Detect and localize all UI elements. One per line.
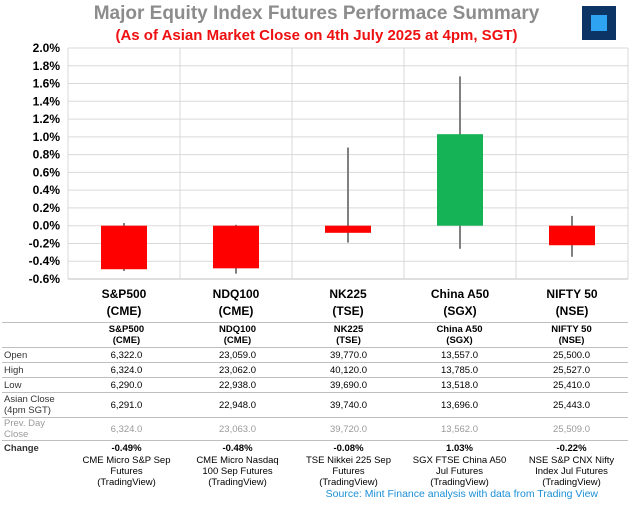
candle-body xyxy=(325,225,371,233)
x-tick-sublabel: (CME) xyxy=(107,304,142,318)
y-tick-label: 0.8% xyxy=(33,148,61,162)
table-row-prev-close: Prev. Day Close 6,324.0 23,063.0 39,720.0… xyxy=(2,417,628,441)
candle-body xyxy=(437,134,483,226)
brand-logo-icon xyxy=(582,6,616,40)
candlestick-chart: 2.0% 1.8% 1.6% 1.4% 1.2% 1.0% 0.8% 0.6% 0.4% 0.2%… xyxy=(29,41,629,318)
table-header-row: S&P500 (CME) NDQ100 (CME) NK225 (TSE) China… xyxy=(2,322,628,348)
x-tick-label: NK225 xyxy=(329,287,367,301)
y-tick-label: 1.4% xyxy=(33,94,61,108)
y-tick-label: 2.0% xyxy=(33,41,61,55)
y-tick-label: -0.4% xyxy=(29,254,61,268)
table-header-cell: NDQ100 (CME) xyxy=(182,322,293,348)
chart-subtitle: (As of Asian Market Close on 4th July 20… xyxy=(115,27,518,44)
data-table: S&P500 (CME) NDQ100 (CME) NK225 (TSE) China… xyxy=(2,322,628,489)
y-tick-label: -0.6% xyxy=(29,272,61,286)
x-tick-sublabel: (NSE) xyxy=(556,304,589,318)
candle-body xyxy=(549,225,595,246)
table-header-cell: China A50 (SGX) xyxy=(404,322,515,348)
x-tick-label: S&P500 xyxy=(102,287,147,301)
y-tick-label: 0.2% xyxy=(33,201,61,215)
table-header-cell: NK225 (TSE) xyxy=(293,322,404,348)
x-tick-label: NIFTY 50 xyxy=(546,287,597,301)
table-row-high: High 6,324.0 23,062.0 40,120.0 13,785.0 25… xyxy=(2,362,628,378)
y-tick-label: 1.2% xyxy=(33,112,61,126)
table-row-change: Change -0.49% -0.48% -0.08% 1.03% -0.22% xyxy=(2,440,628,455)
source-note: Source: Mint Finance analysis with data … xyxy=(325,488,598,500)
y-tick-label: 1.6% xyxy=(33,77,61,91)
candle-body xyxy=(213,225,259,269)
y-tick-label: -0.2% xyxy=(29,236,61,250)
y-tick-label: 0.0% xyxy=(33,219,61,233)
y-tick-label: 1.8% xyxy=(33,59,61,73)
x-tick-sublabel: (TSE) xyxy=(332,304,363,318)
x-tick-sublabel: (SGX) xyxy=(443,304,476,318)
table-row-description: CME Micro S&P Sep Futures (TradingView) CM… xyxy=(82,455,615,488)
table-header-cell: S&P500 (CME) xyxy=(71,322,182,348)
table-row-low: Low 6,290.0 22,938.0 39,690.0 13,518.0 25,… xyxy=(2,377,628,393)
y-tick-label: 0.6% xyxy=(33,165,61,179)
x-tick-label: China A50 xyxy=(431,287,490,301)
chart-title: Major Equity Index Futures Performace Su… xyxy=(93,3,540,24)
table-row-open: Open 6,322.0 23,059.0 39,770.0 13,557.0 25… xyxy=(2,347,628,363)
x-tick-sublabel: (CME) xyxy=(219,304,254,318)
table-row-asian-close: Asian Close (4pm SGT) 6,291.0 22,948.0 39,… xyxy=(2,392,628,418)
y-tick-label: 0.4% xyxy=(33,183,61,197)
candle-body xyxy=(101,225,147,270)
y-tick-label: 1.0% xyxy=(33,130,61,144)
x-tick-label: NDQ100 xyxy=(213,287,260,301)
table-header-cell: NIFTY 50 (NSE) xyxy=(515,322,628,348)
